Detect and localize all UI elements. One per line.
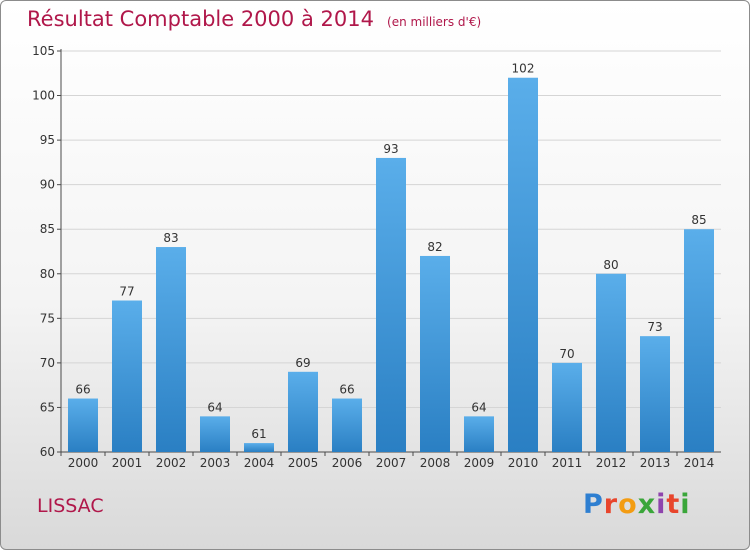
y-tick-label: 105 <box>32 44 55 58</box>
x-tick-label: 2014 <box>684 456 715 470</box>
x-tick-label: 2000 <box>68 456 99 470</box>
y-tick-label: 70 <box>40 356 55 370</box>
y-tick-label: 85 <box>40 222 55 236</box>
data-label: 93 <box>383 142 398 156</box>
bar <box>376 157 406 452</box>
data-label: 82 <box>427 240 442 254</box>
data-label: 73 <box>647 320 662 334</box>
data-label: 77 <box>119 285 134 299</box>
x-tick-label: 2002 <box>156 456 187 470</box>
y-tick-label: 65 <box>40 400 55 414</box>
bar <box>200 416 230 452</box>
bar <box>288 371 318 452</box>
bar <box>596 273 626 452</box>
data-label: 64 <box>207 400 222 414</box>
bar <box>332 398 362 452</box>
x-tick-label: 2011 <box>552 456 583 470</box>
title-row: Résultat Comptable 2000 à 2014 (en milli… <box>27 7 481 31</box>
x-tick-label: 2005 <box>288 456 319 470</box>
data-label: 83 <box>163 231 178 245</box>
data-label: 70 <box>559 347 574 361</box>
data-label: 80 <box>603 258 618 272</box>
x-tick-label: 2012 <box>596 456 627 470</box>
bar <box>112 300 142 452</box>
data-label: 69 <box>295 356 310 370</box>
logo-letter: r <box>603 489 619 520</box>
bar <box>68 398 98 452</box>
bar <box>464 416 494 452</box>
city-name: LISSAC <box>37 495 104 517</box>
chart-unit: (en milliers d'€) <box>387 15 482 29</box>
x-tick-label: 2010 <box>508 456 539 470</box>
logo-letter: t <box>666 489 681 520</box>
x-tick-label: 2004 <box>244 456 275 470</box>
x-tick-label: 2008 <box>420 456 451 470</box>
bar <box>552 362 582 452</box>
y-tick-label: 100 <box>32 89 55 103</box>
bar <box>640 336 670 452</box>
bar <box>508 77 538 452</box>
proxiti-logo[interactable]: Proxiti <box>583 489 691 520</box>
x-tick-label: 2013 <box>640 456 671 470</box>
x-tick-label: 2009 <box>464 456 495 470</box>
x-tick-label: 2001 <box>112 456 143 470</box>
y-tick-label: 90 <box>40 178 55 192</box>
logo-letter: i <box>680 489 691 520</box>
y-tick-label: 80 <box>40 267 55 281</box>
data-label: 61 <box>251 427 266 441</box>
data-label: 102 <box>512 62 535 76</box>
bar <box>156 247 186 452</box>
y-tick-label: 95 <box>40 133 55 147</box>
data-label: 85 <box>691 213 706 227</box>
logo-letter: o <box>618 489 638 520</box>
x-tick-label: 2003 <box>200 456 231 470</box>
x-tick-label: 2007 <box>376 456 407 470</box>
bar <box>420 255 450 452</box>
data-label: 66 <box>75 383 90 397</box>
logo-letter: x <box>637 489 657 520</box>
data-label: 64 <box>471 400 486 414</box>
y-tick-label: 60 <box>40 445 55 459</box>
bar <box>244 443 274 452</box>
bar <box>684 229 714 452</box>
x-tick-label: 2006 <box>332 456 363 470</box>
logo-letter: P <box>583 489 604 520</box>
data-label: 66 <box>339 383 354 397</box>
y-tick-label: 75 <box>40 311 55 325</box>
chart-title: Résultat Comptable 2000 à 2014 <box>27 7 374 31</box>
logo-letter: i <box>656 489 667 520</box>
